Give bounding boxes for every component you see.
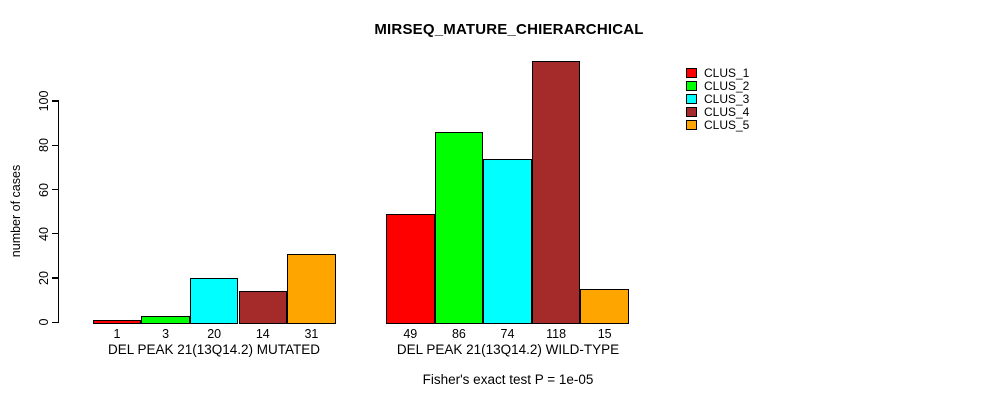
legend-label: CLUS_1 xyxy=(704,65,750,80)
category-label-mutated: DEL PEAK 21(13Q14.2) MUTATED xyxy=(107,342,321,357)
bar-clus_5-wild-type xyxy=(580,289,629,324)
bar-value-label: 74 xyxy=(500,327,515,341)
bar-clus_1-mutated xyxy=(92,320,142,324)
bar-value-label: 31 xyxy=(304,327,319,341)
legend-label: CLUS_2 xyxy=(704,78,750,93)
bar-clus_5-mutated xyxy=(287,253,336,324)
bar-value-label: 118 xyxy=(546,327,567,341)
y-tick-label: 80 xyxy=(37,138,51,153)
chart-title: MIRSEQ_MATURE_CHIERARCHICAL xyxy=(374,21,644,38)
legend-label: CLUS_4 xyxy=(704,104,750,119)
legend-swatch-clus_4 xyxy=(686,106,697,117)
bar-value-label: 15 xyxy=(597,327,612,341)
legend-label: CLUS_3 xyxy=(704,91,750,106)
y-tick-mark xyxy=(52,277,58,279)
legend-swatch-clus_2 xyxy=(686,80,697,91)
y-axis-label: number of cases xyxy=(9,164,23,258)
bar-clus_1-wild-type xyxy=(386,213,435,324)
y-tick-label: 20 xyxy=(37,271,51,285)
bar-value-label: 1 xyxy=(113,327,121,341)
legend-swatch-clus_3 xyxy=(686,93,697,104)
bar-clus_2-wild-type xyxy=(434,131,484,324)
y-tick-label: 0 xyxy=(37,318,51,326)
bar-clus_4-mutated xyxy=(238,291,288,324)
y-tick-mark xyxy=(52,233,58,235)
y-tick-mark xyxy=(52,188,58,191)
bar-value-label: 49 xyxy=(403,327,418,341)
legend-label: CLUS_5 xyxy=(704,117,750,132)
legend-swatch-clus_1 xyxy=(686,67,697,78)
y-tick-label: 40 xyxy=(37,226,51,241)
y-axis-line xyxy=(58,100,60,323)
legend-item: CLUS_2 xyxy=(686,78,750,93)
bar-value-label: 20 xyxy=(207,327,222,341)
bar-value-label: 86 xyxy=(451,327,466,341)
legend-item: CLUS_4 xyxy=(686,104,750,119)
bar-value-label: 14 xyxy=(255,327,270,341)
fisher-test-footnote: Fisher's exact test P = 1e-05 xyxy=(422,372,594,387)
y-tick-label: 100 xyxy=(37,90,51,112)
bar-clus_4-wild-type xyxy=(531,61,581,324)
bar-clus_3-mutated xyxy=(189,278,239,324)
y-tick-mark xyxy=(52,100,58,102)
y-tick-mark xyxy=(52,321,58,323)
legend-item: CLUS_1 xyxy=(686,65,750,80)
legend-item: CLUS_3 xyxy=(686,91,750,106)
bar-clus_3-wild-type xyxy=(483,158,532,324)
y-tick-label: 60 xyxy=(37,182,51,197)
legend: CLUS_1 CLUS_2 CLUS_3 CLUS_4 CLUS_5 xyxy=(686,65,750,132)
legend-swatch-clus_5 xyxy=(686,119,697,130)
category-label-wild-type: DEL PEAK 21(13Q14.2) WILD-TYPE xyxy=(396,342,620,357)
y-tick-mark xyxy=(52,144,58,146)
bar-clus_2-mutated xyxy=(141,315,190,324)
legend-item: CLUS_5 xyxy=(686,117,750,132)
bar-value-label: 3 xyxy=(162,327,170,341)
